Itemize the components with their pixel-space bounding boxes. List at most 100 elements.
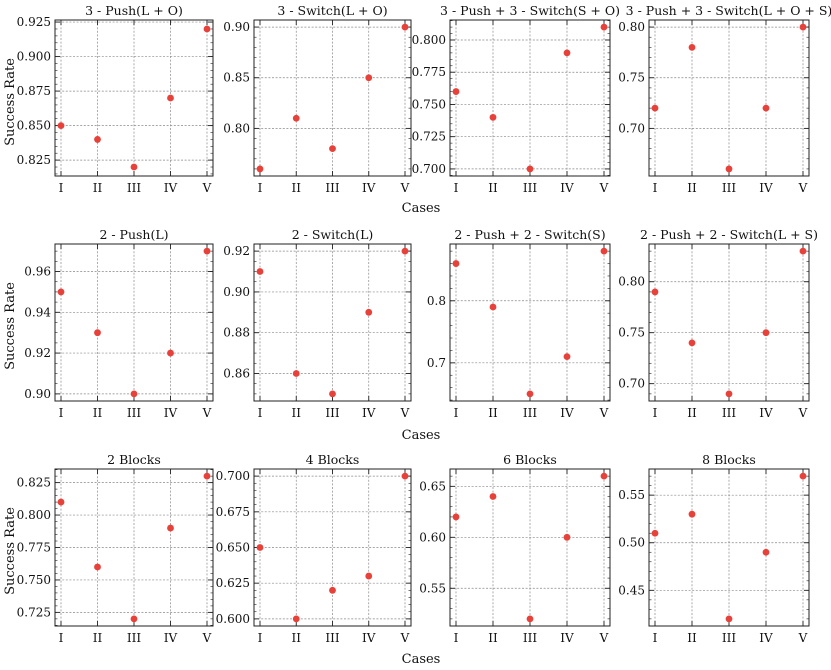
data-point <box>203 247 211 255</box>
x-tick-label: V <box>599 406 609 420</box>
subplot-6: 0.860.880.900.92I II III IV V2 - Switch(L) <box>223 227 412 420</box>
x-tick-label: IV <box>560 406 574 420</box>
data-point <box>256 544 264 551</box>
subplot-title: 3 - Switch(L + O) <box>277 3 387 18</box>
data-point <box>94 136 101 143</box>
subplot-title: 3 - Push + 3 - Switch(L + O + S) <box>626 3 831 18</box>
data-point <box>203 25 211 33</box>
data-point <box>256 268 264 275</box>
x-tick-label: I <box>454 406 459 420</box>
subplot-11: 0.550.600.65I II III IV V6 Blocks <box>419 452 611 645</box>
y-tick-label: 0.65 <box>419 479 446 493</box>
data-point <box>57 122 65 130</box>
y-tick-label: 0.825 <box>17 476 51 490</box>
x-tick-label: II <box>488 406 498 420</box>
data-point <box>725 390 733 398</box>
x-tick-label: I <box>653 631 658 645</box>
y-tick-label: 0.625 <box>216 576 250 590</box>
y-tick-label: 0.70 <box>618 377 645 391</box>
y-tick-label: 0.775 <box>17 541 51 555</box>
y-tick-label: 0.675 <box>216 505 250 519</box>
data-point <box>762 104 770 112</box>
x-tick-label: V <box>202 631 212 645</box>
y-tick-label: 0.725 <box>17 605 51 619</box>
data-point <box>365 74 373 82</box>
data-point <box>600 472 608 480</box>
x-tick-label: IV <box>759 406 773 420</box>
x-tick-label: II <box>488 181 498 195</box>
y-tick-label: 0.800 <box>17 508 51 522</box>
data-point <box>563 49 571 57</box>
subplot-4: 0.700.750.80I II III IV V3 - Push + 3 - Swit… <box>618 3 831 195</box>
x-tick-label: III <box>127 406 141 420</box>
data-point <box>725 165 733 173</box>
y-tick-label: 0.925 <box>17 15 51 29</box>
data-point <box>167 524 174 532</box>
data-point <box>94 563 101 571</box>
x-tick-label: IV <box>560 181 574 195</box>
x-tick-label: II <box>93 631 103 645</box>
data-point <box>526 615 534 623</box>
data-point <box>401 247 409 255</box>
data-point <box>688 510 696 518</box>
data-point <box>526 165 534 173</box>
y-tick-label: 0.55 <box>419 581 446 595</box>
y-tick-label: 0.750 <box>17 573 51 587</box>
x-tick-label: V <box>202 406 212 420</box>
x-tick-label: V <box>798 181 808 195</box>
x-tick-label: I <box>454 181 459 195</box>
x-tick-label: IV <box>362 631 376 645</box>
data-point <box>292 615 300 623</box>
subplot-title: 6 Blocks <box>503 452 557 467</box>
x-tick-label: V <box>798 631 808 645</box>
y-tick-label: 0.850 <box>17 119 51 133</box>
data-point <box>452 88 460 95</box>
data-point <box>329 390 336 398</box>
data-point <box>256 165 264 173</box>
x-tick-label: IV <box>164 631 178 645</box>
y-tick-label: 0.80 <box>618 20 645 34</box>
x-tick-label: III <box>722 406 736 420</box>
x-tick-label: V <box>599 631 609 645</box>
x-tick-label: II <box>488 631 498 645</box>
subplot-title: 3 - Push(L + O) <box>85 3 183 18</box>
plot-frame <box>449 19 611 177</box>
x-tick-label: II <box>93 181 103 195</box>
data-point <box>130 390 138 398</box>
data-point <box>725 615 733 623</box>
x-tick-label: II <box>292 631 302 645</box>
x-tick-label: II <box>687 631 697 645</box>
x-tick-label: IV <box>759 631 773 645</box>
y-axis-label-row-2: Success Rate <box>3 282 18 370</box>
y-tick-label: 0.96 <box>24 265 51 279</box>
x-tick-label: II <box>292 406 302 420</box>
y-tick-label: 0.7 <box>427 356 446 370</box>
x-tick-label: II <box>292 181 302 195</box>
data-point <box>401 23 409 31</box>
plot-frame <box>648 468 810 627</box>
data-point <box>292 114 300 122</box>
x-tick-label: III <box>722 631 736 645</box>
y-tick-label: 0.45 <box>618 583 645 597</box>
x-tick-label: II <box>687 406 697 420</box>
data-point <box>489 493 497 500</box>
data-point <box>329 145 336 153</box>
y-tick-label: 0.875 <box>17 84 51 98</box>
plot-frame <box>449 243 611 402</box>
y-tick-label: 0.55 <box>618 488 645 502</box>
data-point <box>452 260 460 267</box>
data-point <box>688 339 696 347</box>
data-point <box>57 498 65 506</box>
plot-frame <box>648 243 810 402</box>
x-tick-label: III <box>325 406 339 420</box>
data-point <box>651 288 659 296</box>
y-tick-label: 0.90 <box>223 20 250 34</box>
x-tick-label: V <box>400 631 410 645</box>
data-point <box>563 533 571 541</box>
subplot-title: 2 Blocks <box>107 452 161 467</box>
data-point <box>489 113 497 121</box>
